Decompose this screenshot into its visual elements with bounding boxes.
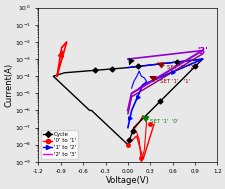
Y-axis label: Current(A): Current(A): [4, 63, 13, 107]
Text: '3': '3': [196, 47, 207, 56]
Legend: Cycle, '0' to '1', '1' to '2', '2' to '3': Cycle, '0' to '1', '1' to '2', '2' to '3…: [41, 130, 78, 159]
X-axis label: Voltage(V): Voltage(V): [106, 176, 149, 185]
Text: SET '1'  '0': SET '1' '0': [150, 119, 178, 124]
Text: SET '3'  '2': SET '3' '2': [166, 65, 194, 70]
Text: SET '1'   '1': SET '1' '1': [159, 79, 189, 84]
